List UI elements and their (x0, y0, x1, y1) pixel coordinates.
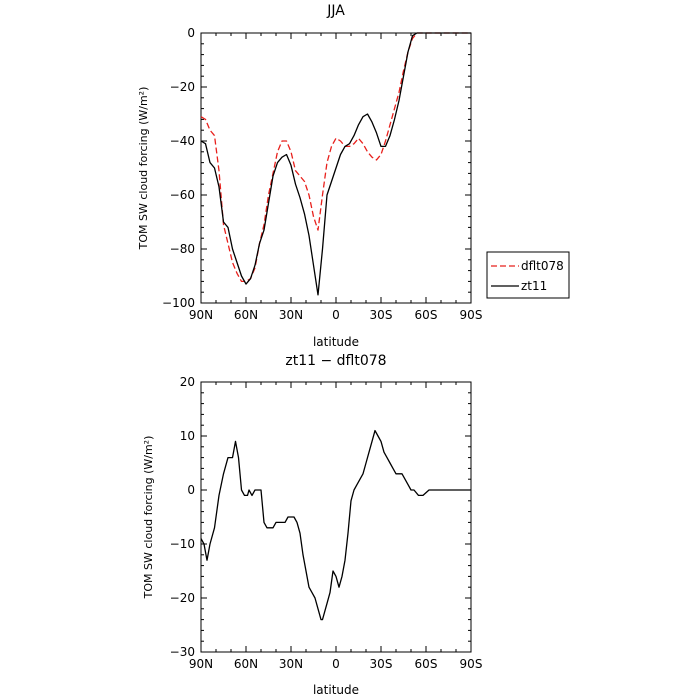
bottom-y-tick-label: −20 (170, 591, 195, 605)
legend-label-zt11: zt11 (521, 279, 547, 293)
top-y-axis-label: TOM SW cloud forcing (W/m²) (137, 87, 150, 251)
bottom-y-tick-label: 0 (187, 483, 195, 497)
top-y-tick-label: −80 (170, 242, 195, 256)
bottom-ticks: 90N 60N 30N 0 30S 60S 90S 20 10 0 −10 −20 −30 (170, 375, 483, 671)
top-x-tick-label: 60S (415, 308, 438, 322)
top-x-tick-label: 30S (370, 308, 393, 322)
bottom-x-tick-label: 0 (332, 657, 340, 671)
top-x-tick-label: 30N (279, 308, 303, 322)
bottom-x-tick-label: 30S (370, 657, 393, 671)
bottom-x-tick-label: 90N (189, 657, 213, 671)
top-y-tick-label: 0 (187, 26, 195, 40)
top-panel: JJA latitude TOM SW cloud forcing (W/m²)… (137, 3, 570, 349)
top-series-dflt078-line (200, 32, 471, 283)
top-chart-title: JJA (326, 3, 345, 19)
legend-box (486, 251, 570, 299)
top-y-tick-label: −40 (170, 134, 195, 148)
top-x-tick-label: 0 (332, 308, 340, 322)
bottom-x-tick-label: 30N (279, 657, 303, 671)
bottom-series-group (200, 429, 471, 621)
top-x-tick-label: 90N (189, 308, 213, 322)
top-series-group (200, 32, 471, 296)
top-y-tick-label: −100 (162, 296, 195, 310)
bottom-x-axis-label: latitude (313, 683, 359, 697)
bottom-y-tick-label: −30 (170, 645, 195, 659)
top-x-tick-label: 90S (460, 308, 483, 322)
legend: dflt078 zt11 (486, 251, 570, 299)
bottom-series-difference-line (200, 429, 471, 621)
bottom-y-tick-label: −10 (170, 537, 195, 551)
top-x-tick-label: 60N (234, 308, 258, 322)
bottom-x-tick-label: 60S (415, 657, 438, 671)
bottom-plot-frame (200, 381, 472, 653)
bottom-x-tick-label: 60N (234, 657, 258, 671)
bottom-y-tick-label: 10 (180, 429, 195, 443)
top-ticks: 90N 60N 30N 0 30S 60S 90S 0 −20 −40 −60 −80 −100 (162, 26, 482, 322)
bottom-y-tick-label: 20 (180, 375, 195, 389)
top-x-axis-label: latitude (313, 335, 359, 349)
top-y-tick-label: −60 (170, 188, 195, 202)
bottom-panel: zt11 − dflt078 latitude TOM SW cloud for… (142, 353, 482, 697)
top-y-tick-label: −20 (170, 80, 195, 94)
top-series-zt11-line (200, 32, 471, 296)
bottom-x-tick-label: 90S (460, 657, 483, 671)
bottom-y-axis-label: TOM SW cloud forcing (W/m²) (142, 436, 155, 600)
bottom-chart-title: zt11 − dflt078 (285, 353, 386, 369)
legend-label-dflt078: dflt078 (521, 259, 564, 273)
